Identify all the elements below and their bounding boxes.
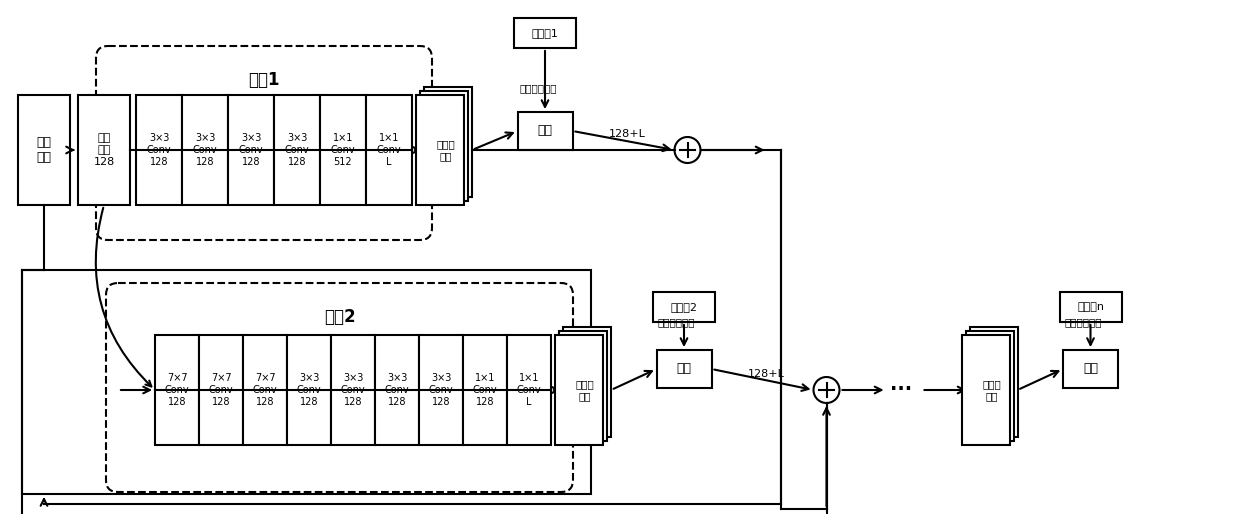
FancyBboxPatch shape: [656, 350, 712, 388]
FancyBboxPatch shape: [559, 331, 608, 441]
FancyBboxPatch shape: [517, 112, 573, 150]
FancyBboxPatch shape: [331, 335, 374, 445]
Text: 损失值1: 损失值1: [532, 28, 558, 38]
FancyBboxPatch shape: [182, 95, 228, 205]
Text: 1×1
Conv
L: 1×1 Conv L: [517, 373, 542, 407]
FancyBboxPatch shape: [966, 331, 1013, 441]
Text: 关键点
热图: 关键点 热图: [436, 139, 455, 161]
FancyBboxPatch shape: [1059, 292, 1121, 322]
FancyBboxPatch shape: [556, 335, 603, 445]
Text: 1×1
Conv
128: 1×1 Conv 128: [472, 373, 497, 407]
Text: 3×3
Conv
128: 3×3 Conv 128: [429, 373, 454, 407]
Text: 损失值n: 损失值n: [1078, 302, 1104, 312]
Text: 坐标: 坐标: [677, 362, 692, 376]
FancyBboxPatch shape: [507, 335, 551, 445]
Text: 3×3
Conv
128: 3×3 Conv 128: [238, 134, 263, 167]
FancyBboxPatch shape: [424, 87, 472, 197]
Text: 软极大值函数: 软极大值函数: [658, 317, 696, 327]
Text: 3×3
Conv
128: 3×3 Conv 128: [285, 134, 309, 167]
Text: 3×3
Conv
128: 3×3 Conv 128: [296, 373, 321, 407]
FancyBboxPatch shape: [320, 95, 366, 205]
Text: 输入
图片: 输入 图片: [36, 136, 52, 164]
FancyBboxPatch shape: [136, 95, 182, 205]
FancyBboxPatch shape: [653, 292, 715, 322]
FancyBboxPatch shape: [198, 335, 243, 445]
FancyBboxPatch shape: [515, 18, 577, 48]
FancyBboxPatch shape: [961, 335, 1009, 445]
Text: 模块1: 模块1: [248, 71, 280, 89]
Text: 1×1
Conv
L: 1×1 Conv L: [377, 134, 402, 167]
FancyBboxPatch shape: [78, 95, 130, 205]
Text: 3×3
Conv
128: 3×3 Conv 128: [341, 373, 366, 407]
Text: 坐标: 坐标: [1083, 362, 1097, 376]
FancyBboxPatch shape: [415, 95, 464, 205]
Text: 7×7
Conv
128: 7×7 Conv 128: [165, 373, 190, 407]
Text: 模块2: 模块2: [324, 308, 356, 326]
Text: 软极大值函数: 软极大值函数: [1064, 317, 1102, 327]
Text: 关键点
热图: 关键点 热图: [982, 379, 1001, 401]
Text: 3×3
Conv
128: 3×3 Conv 128: [384, 373, 409, 407]
FancyBboxPatch shape: [19, 95, 69, 205]
Text: 关键点
热图: 关键点 热图: [575, 379, 594, 401]
FancyBboxPatch shape: [95, 46, 432, 240]
FancyBboxPatch shape: [366, 95, 412, 205]
FancyBboxPatch shape: [105, 283, 573, 492]
Text: ···: ···: [890, 380, 913, 399]
Text: 软极大值函数: 软极大值函数: [520, 83, 557, 93]
Text: 128+L: 128+L: [748, 369, 785, 379]
Text: 128+L: 128+L: [609, 129, 646, 139]
Text: 1×1
Conv
512: 1×1 Conv 512: [331, 134, 356, 167]
Text: 坐标: 坐标: [537, 124, 553, 138]
Text: 3×3
Conv
128: 3×3 Conv 128: [192, 134, 217, 167]
Text: 7×7
Conv
128: 7×7 Conv 128: [208, 373, 233, 407]
FancyBboxPatch shape: [1063, 350, 1118, 388]
FancyBboxPatch shape: [22, 270, 591, 494]
FancyBboxPatch shape: [155, 335, 198, 445]
FancyBboxPatch shape: [274, 95, 320, 205]
Text: 3×3
Conv
128: 3×3 Conv 128: [146, 134, 171, 167]
FancyBboxPatch shape: [420, 91, 467, 201]
FancyBboxPatch shape: [286, 335, 331, 445]
FancyBboxPatch shape: [228, 95, 274, 205]
FancyBboxPatch shape: [419, 335, 463, 445]
FancyBboxPatch shape: [374, 335, 419, 445]
FancyBboxPatch shape: [463, 335, 507, 445]
Text: 7×7
Conv
128: 7×7 Conv 128: [253, 373, 278, 407]
FancyBboxPatch shape: [970, 327, 1018, 437]
FancyBboxPatch shape: [243, 335, 286, 445]
Text: 浅层
网络
128: 浅层 网络 128: [93, 134, 114, 167]
FancyBboxPatch shape: [563, 327, 611, 437]
Text: 损失值2: 损失值2: [671, 302, 697, 312]
